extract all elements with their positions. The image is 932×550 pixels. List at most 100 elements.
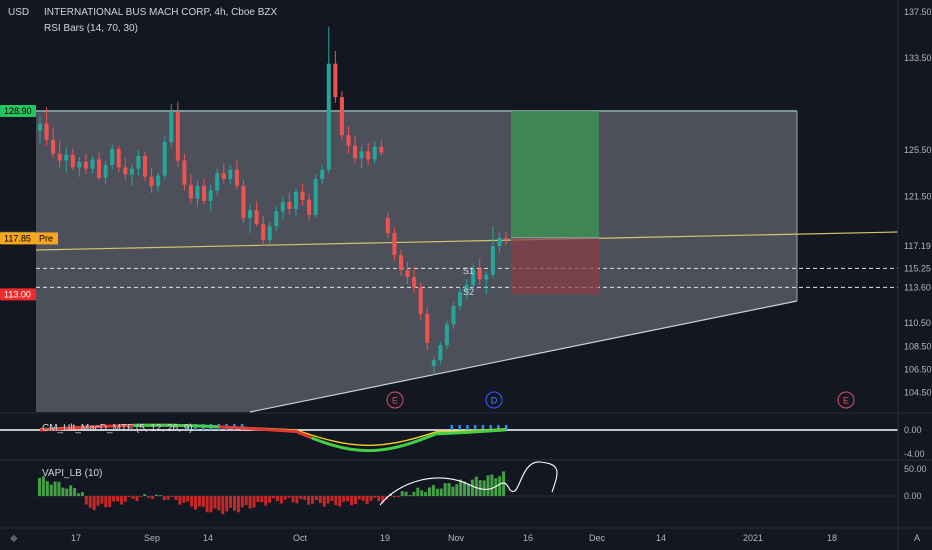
vapi-bar (334, 496, 338, 506)
vapi-bar (151, 496, 155, 500)
price-tick: 110.50 (904, 318, 931, 328)
earnings-event-1[interactable]: E (386, 391, 404, 409)
candle (90, 159, 95, 169)
vapi-bar (295, 496, 299, 504)
candle (379, 146, 384, 153)
vapi-bar (361, 496, 365, 501)
vapi-bar (45, 481, 49, 496)
price-tick: 133.50 (904, 53, 932, 63)
vapi-bar (412, 491, 416, 496)
macd-tick: -4.00 (904, 449, 925, 459)
time-tick: 19 (380, 533, 390, 543)
vapi-bar (236, 496, 240, 513)
candle (254, 210, 259, 224)
vapi-bar (490, 474, 494, 496)
vapi-bar (287, 496, 291, 498)
candle (280, 202, 285, 212)
vapi-bar (502, 471, 506, 496)
vapi-bar (240, 496, 244, 508)
macd-title[interactable]: CM_Ult_MacD_MTF (5, 12, 26, 9) (42, 423, 193, 434)
candle (169, 112, 174, 143)
candle (484, 274, 489, 280)
vapi-bar (131, 496, 135, 499)
vapi-bar (221, 496, 225, 515)
vapi-bar (135, 496, 139, 502)
macd-hist-bar (489, 425, 492, 430)
symbol-title[interactable]: INTERNATIONAL BUS MACH CORP, 4h, Cboe BZ… (44, 7, 278, 18)
vapi-bar (275, 496, 279, 502)
candle (471, 268, 476, 286)
vapi-bar (53, 481, 57, 496)
svg-text:E: E (392, 396, 398, 406)
macd-hist-bar (458, 425, 461, 430)
candle (129, 168, 134, 175)
price-axis[interactable]: 137.50 133.50 125.50 121.50 117.19 115.25 113.… (0, 7, 932, 398)
svg-text:Pre: Pre (39, 233, 53, 243)
time-tick: Sep (144, 533, 160, 543)
candle (464, 285, 469, 293)
vapi-bar (350, 496, 353, 506)
svg-text:117.85: 117.85 (4, 233, 31, 243)
drawings-layer (35, 110, 899, 413)
candle (353, 145, 358, 159)
svg-text:D: D (491, 396, 498, 406)
vapi-bar (80, 492, 84, 496)
vapi-bar (65, 488, 69, 496)
candle (320, 169, 325, 180)
dividend-event[interactable]: D (485, 391, 503, 409)
macd-line-up (311, 428, 507, 453)
vapi-bar (326, 496, 330, 504)
candle (412, 277, 417, 288)
candle (339, 97, 344, 136)
vapi-bar (396, 496, 400, 497)
candle (57, 153, 62, 161)
vapi-bar (166, 496, 170, 500)
candle (221, 173, 226, 180)
vapi-bar (463, 481, 467, 496)
loss-zone (511, 237, 599, 295)
vapi-bar (478, 480, 482, 496)
vapi-bar (194, 496, 197, 510)
vapi-bar (190, 496, 194, 507)
candle (110, 149, 115, 166)
vapi-bar (143, 494, 147, 496)
vapi-bar (428, 487, 431, 496)
vapi-drawing (379, 461, 558, 506)
vapi-title[interactable]: VAPI_LB (10) (42, 468, 102, 479)
vapi-bar (373, 496, 377, 498)
vapi-bar (307, 496, 311, 505)
vapi-bar (482, 480, 486, 496)
vapi-bar (268, 496, 272, 503)
macd-hist-bar (481, 425, 485, 430)
candle (228, 169, 233, 180)
vapi-bar (88, 496, 92, 508)
vapi-bar (474, 476, 478, 496)
indicator-label[interactable]: RSI Bars (14, 70, 30) (44, 23, 138, 34)
macd-hist-bar (497, 425, 500, 430)
candle (70, 154, 75, 168)
vapi-bar (272, 496, 275, 499)
vapi-bar (84, 496, 88, 505)
time-axis[interactable]: 17 Sep 14 Oct 19 Nov 16 Dec 14 2021 18 (71, 533, 837, 543)
vapi-bar (174, 496, 178, 500)
time-tick: 2021 (743, 533, 763, 543)
vapi-bar (104, 496, 108, 508)
candle (103, 165, 108, 178)
profit-zone (511, 110, 599, 238)
s1-label: S1 (463, 266, 474, 276)
price-tick: 115.25 (904, 263, 931, 273)
earnings-event-2[interactable]: E (837, 391, 855, 409)
candle (431, 360, 436, 366)
vapi-bar (61, 487, 65, 496)
time-tick: 14 (203, 533, 213, 543)
vapi-bar (123, 496, 127, 502)
vapi-bar (365, 496, 369, 505)
vapi-bar (119, 496, 123, 505)
vapi-bar (424, 492, 428, 496)
price-tick: 108.50 (904, 341, 932, 351)
candle (405, 270, 410, 278)
candle (261, 223, 266, 241)
candle (143, 155, 148, 177)
tradingview-logo-icon: ◆ (10, 533, 18, 544)
